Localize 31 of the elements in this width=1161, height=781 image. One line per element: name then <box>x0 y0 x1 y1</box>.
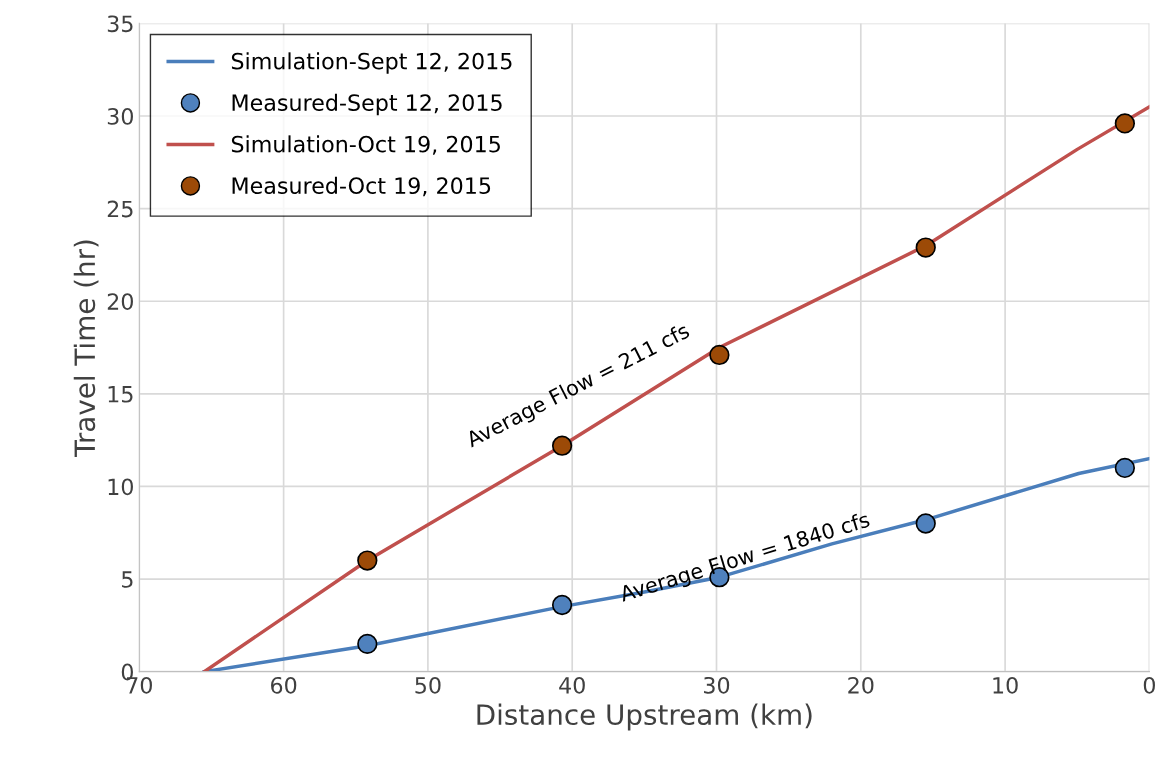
annotation: Average Flow = 1840 cfs <box>618 510 872 606</box>
legend-label: Measured-Sept 12, 2015 <box>232 93 502 116</box>
point <box>1114 457 1136 479</box>
y-tick-label: 25 <box>107 200 133 218</box>
point <box>551 435 573 456</box>
x-tick-label: 60 <box>271 676 297 694</box>
point <box>1114 113 1136 134</box>
y-tick-label: 5 <box>122 571 133 588</box>
point <box>915 513 936 534</box>
legend-label: Simulation-Sept 12, 2015 <box>231 52 512 74</box>
x-tick-label: 20 <box>848 676 874 694</box>
x-tick-label: 30 <box>704 676 730 694</box>
y-tick-label: 10 <box>108 478 133 496</box>
line-series <box>202 456 1150 672</box>
x-tick-label: 10 <box>993 676 1018 694</box>
point <box>357 550 378 571</box>
legend-label: Simulation-Oct 19, 2015 <box>231 135 500 155</box>
y-axis-title: Travel Time (hr) <box>73 240 99 458</box>
point <box>357 633 378 655</box>
x-axis-title: Distance Upstream (km) <box>477 703 812 731</box>
y-tick-label: 20 <box>107 293 133 310</box>
point <box>551 594 573 616</box>
x-tick-label: 40 <box>559 676 585 694</box>
point <box>915 237 936 258</box>
x-tick-label: 0 <box>1143 676 1155 694</box>
y-tick-label: 15 <box>108 386 133 403</box>
y-tick-label: 35 <box>107 15 133 33</box>
legend-label: Measured-Oct 19, 2015 <box>232 176 491 197</box>
point <box>709 344 730 366</box>
y-tick-label: 30 <box>107 107 133 125</box>
x-tick-label: 50 <box>415 676 441 694</box>
